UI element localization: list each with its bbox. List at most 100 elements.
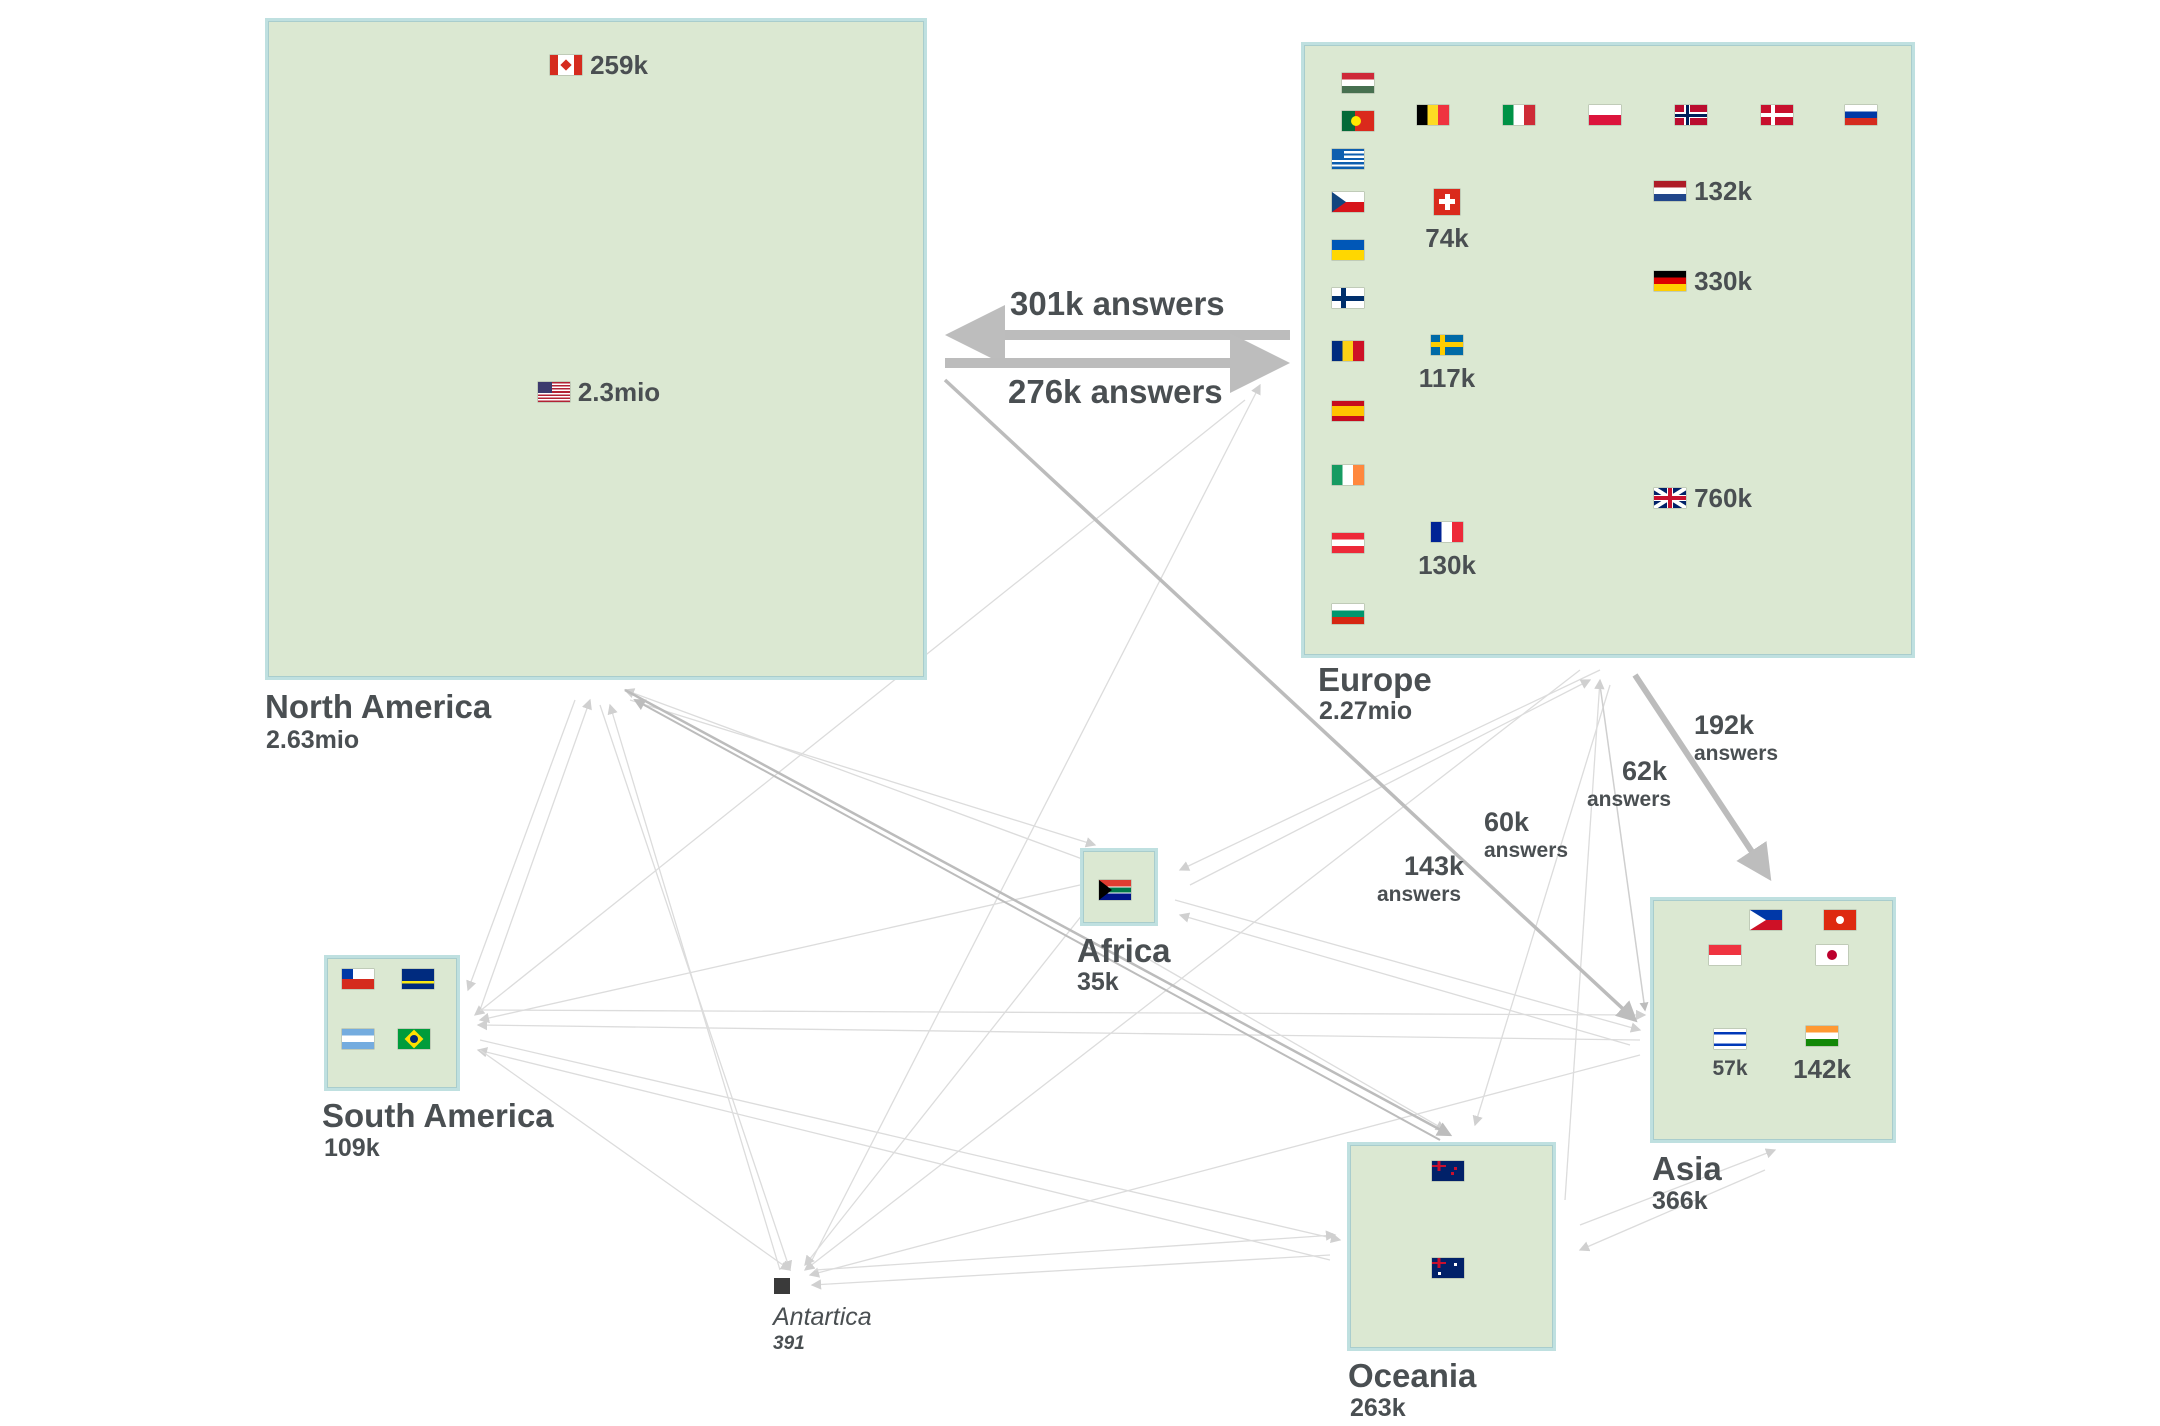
- flag-bg-icon: [1332, 604, 1364, 624]
- argentina-label: [340, 995, 384, 1083]
- israel-label: 57k: [1704, 975, 1756, 1135]
- flow-eu-africa: [1178, 669, 1601, 871]
- belgium-label: [1394, 64, 1480, 166]
- flow-sa-oceania: [479, 1039, 1342, 1244]
- flow-asia-africa: [1178, 912, 1631, 1046]
- israel-value: 57k: [1712, 1057, 1748, 1080]
- flow-na-to-oceania-arrow: [624, 688, 1453, 1137]
- brazil-label: [384, 995, 452, 1083]
- singapore-label: [1674, 935, 1784, 975]
- flow-unit-62k: answers: [1587, 788, 1672, 811]
- flow-africa-sa: [478, 884, 1081, 1024]
- flow-label-eu-to-asia: 192k: [1694, 710, 1755, 740]
- south-america-total: 109k: [324, 1134, 380, 1162]
- flag-it-icon: [1503, 105, 1535, 125]
- flow-unit-60k: answers: [1484, 839, 1569, 862]
- flag-gr-icon: [1332, 149, 1364, 169]
- asia-name: Asia: [1652, 1150, 1722, 1187]
- flag-br-icon: [398, 1029, 430, 1049]
- flow-africa-oceania: [1149, 959, 1447, 1131]
- flag-es-icon: [1332, 401, 1364, 421]
- flag-pl-icon: [1589, 105, 1621, 125]
- africa-total: 35k: [1077, 968, 1119, 996]
- europe-treemap[interactable]: [1301, 42, 1915, 658]
- uk-label: 760k: [1500, 346, 1906, 650]
- flag-pt-icon: [1342, 111, 1374, 131]
- japan-label: [1784, 935, 1888, 975]
- norway-label: [1652, 64, 1738, 166]
- switzerland-label: 74k: [1394, 166, 1500, 276]
- denmark-label: [1738, 64, 1824, 166]
- flag-ph-icon: [1750, 910, 1782, 930]
- flow-na-africa: [629, 699, 1097, 848]
- flow-eu-to-asia-arrow: [1632, 673, 1772, 882]
- flow-ant-oceania: [814, 1230, 1337, 1271]
- flow-oceania-sa: [476, 1047, 1331, 1261]
- flag-ie-icon: [1332, 465, 1364, 485]
- flag-gb-icon: [1654, 488, 1687, 508]
- flag-be-icon: [1417, 105, 1449, 125]
- romania-label: [1310, 322, 1394, 380]
- north-america-total: 2.63mio: [266, 726, 360, 754]
- india-value: 142k: [1793, 1053, 1851, 1084]
- antarctica-total: 391: [773, 1333, 805, 1354]
- ukraine-label: [1310, 226, 1394, 274]
- flag-jp-icon: [1816, 945, 1848, 965]
- flag-au-icon: [1431, 1257, 1464, 1278]
- north-america-treemap[interactable]: [265, 18, 927, 680]
- flow-eu-oceania: [1472, 684, 1611, 1127]
- germany-value: 330k: [1694, 265, 1752, 296]
- flow-eu-to-asia-minor: [1599, 684, 1649, 1012]
- flag-nz-icon: [1431, 1161, 1464, 1181]
- sweden-label: 117k: [1394, 276, 1500, 452]
- antarctica-marker[interactable]: [774, 1278, 790, 1294]
- asia-treemap[interactable]: [1650, 897, 1896, 1143]
- flow-eu-sa: [473, 399, 1246, 1016]
- russia-label: [1824, 64, 1906, 166]
- flow-unit-eu-to-asia: answers: [1694, 742, 1779, 765]
- flag-il-icon: [1714, 1029, 1746, 1049]
- north-america-name: North America: [265, 688, 492, 725]
- south-america-treemap[interactable]: [324, 955, 460, 1091]
- oceania-total: 263k: [1350, 1394, 1406, 1422]
- oceania-name: Oceania: [1348, 1357, 1477, 1394]
- flag-ar-icon: [342, 1029, 374, 1049]
- flag-ro-icon: [1332, 341, 1364, 361]
- asia-total: 366k: [1652, 1187, 1708, 1215]
- flow-unit-na-to-asia: answers: [1377, 883, 1462, 906]
- curacao-label: [392, 963, 452, 995]
- flow-ant-na: [607, 703, 781, 1271]
- flag-za-icon: [1099, 880, 1131, 900]
- flow-africa-na: [623, 688, 1086, 861]
- flow-africa-asia: [1174, 899, 1642, 1033]
- flow-ant-eu: [811, 383, 1261, 1261]
- newzealand-label: [1355, 1150, 1548, 1192]
- flow-oceania-to-na-arrow: [633, 699, 1441, 1141]
- flow-label-62k: 62k: [1622, 756, 1668, 786]
- flag-ru-icon: [1845, 105, 1877, 125]
- hungary-label: [1330, 64, 1394, 102]
- flow-sa-asia: [479, 1009, 1647, 1021]
- netherlands-value: 132k: [1694, 175, 1752, 206]
- flag-at-icon: [1332, 533, 1364, 553]
- africa-name: Africa: [1077, 932, 1171, 969]
- flow-na-sa: [466, 699, 576, 992]
- flag-in-icon: [1806, 1025, 1838, 1046]
- spain-label: [1310, 380, 1394, 442]
- canada-label: 259k: [278, 45, 920, 85]
- czechia-label: [1310, 178, 1394, 226]
- flag-hu-icon: [1342, 73, 1374, 93]
- poland-label: [1566, 64, 1652, 166]
- flow-sa-ant: [479, 1049, 792, 1271]
- germany-label: 330k: [1500, 216, 1906, 346]
- flag-nl-icon: [1654, 181, 1687, 201]
- chile-label: [332, 963, 392, 995]
- flag-us-icon: [537, 382, 570, 402]
- ireland-label: [1310, 442, 1394, 508]
- usa-label: 2.3mio: [278, 372, 920, 412]
- flag-ua-icon: [1332, 240, 1364, 260]
- flow-oceania-asia: [1579, 1148, 1777, 1226]
- flow-sa-na: [479, 698, 592, 1011]
- netherlands-label: 132k: [1500, 166, 1906, 216]
- bulgaria-label: [1310, 578, 1394, 650]
